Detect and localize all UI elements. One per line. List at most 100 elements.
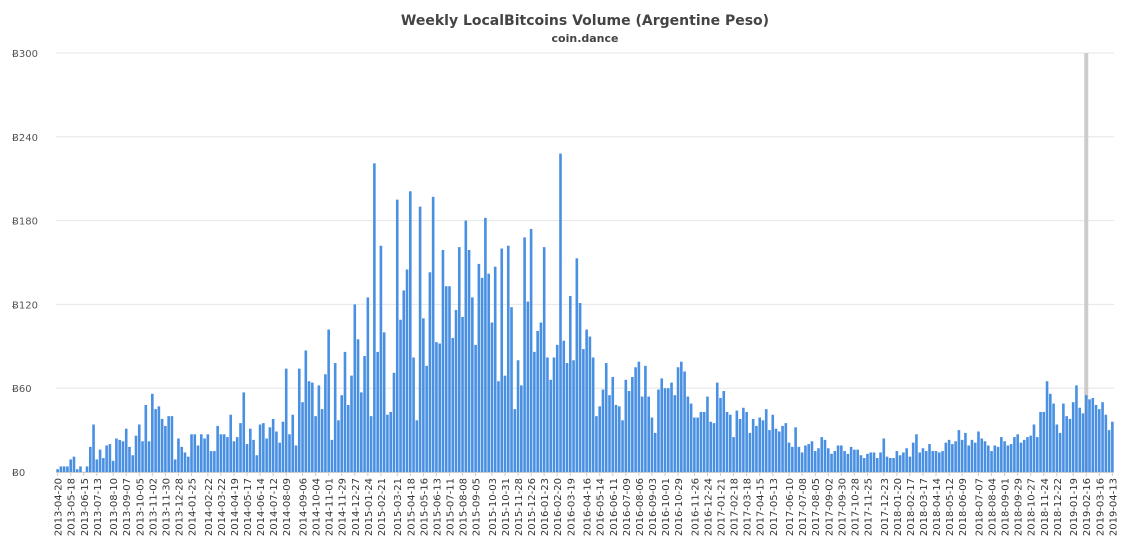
bar [128,446,131,472]
bar [428,272,432,472]
bar [771,414,775,472]
bar [497,381,500,472]
bar [245,444,249,472]
bar [92,424,95,472]
bar [967,445,970,472]
y-axis-ticks: Ƀ0 Ƀ60 Ƀ120 Ƀ180 Ƀ240 Ƀ300 [12,49,38,479]
bar [271,418,275,472]
bar [683,371,686,472]
bar [314,416,317,472]
bar [480,277,484,472]
bar [193,434,197,472]
bar [493,266,497,472]
bar [222,434,226,472]
x-tick-label: 2016-10-01 [661,478,672,536]
bar [591,357,595,472]
x-tick-label: 2015-11-28 [514,478,525,536]
bar [151,393,154,472]
bar [934,451,938,472]
bar [905,448,908,472]
bar [1111,421,1114,472]
x-tick-label: 2015-05-16 [419,478,430,536]
bar [983,441,987,472]
bar [1081,413,1085,472]
bar [712,423,716,472]
x-tick-label: 2019-01-19 [1069,478,1080,536]
bar [575,258,579,472]
bar [1107,430,1111,472]
bar [1058,432,1062,472]
bar [536,330,539,472]
bar [438,343,441,472]
x-tick-label: 2017-01-21 [717,478,728,536]
bar [500,248,504,472]
bar [911,442,915,472]
bar [751,418,755,472]
bar [977,431,980,472]
bar [833,451,837,472]
bar [650,417,654,472]
x-tick-label: 2017-11-25 [863,478,874,536]
bar [970,439,974,472]
bar [693,417,696,472]
x-tick-label: 2014-04-19 [230,478,241,536]
bar [866,453,869,472]
x-tick-label: 2015-02-21 [377,478,388,536]
bar [748,432,752,472]
bar [604,363,608,472]
bar [846,453,850,472]
bar [369,416,373,472]
bar [395,199,399,472]
bar [908,456,912,472]
bar [653,432,657,472]
bar [523,237,526,472]
bar [1006,445,1010,472]
bar [275,431,278,472]
bar [898,455,902,472]
bar [742,407,745,472]
x-tick-label: 2015-06-13 [432,478,443,536]
bar [62,466,66,472]
bar [826,448,830,472]
gridlines [56,52,1114,473]
bar [637,361,641,472]
bar [422,318,425,472]
bar [206,434,210,472]
x-tick-label: 2015-04-18 [406,478,417,536]
bar [823,439,827,472]
bar [964,432,967,472]
bar [1042,411,1046,472]
bar [200,434,203,472]
bar [1009,444,1013,472]
bar [768,430,771,472]
bar [791,446,794,472]
bar [1055,424,1059,472]
bar [1035,437,1039,472]
bar [373,163,376,472]
bar [66,466,69,472]
bar [859,455,863,472]
bar [186,456,190,472]
bar [503,375,507,472]
x-tick-label: 2017-12-23 [880,478,891,536]
x-tick-label: 2017-03-18 [743,478,754,536]
bar [235,437,239,472]
bar [735,410,739,472]
bar [1065,416,1068,472]
x-tick-label: 2015-07-11 [445,478,456,536]
x-tick-label: 2016-06-11 [609,478,620,536]
bar [268,427,272,472]
bar [376,351,379,472]
x-tick-label: 2015-10-03 [488,478,499,536]
bar [477,263,481,472]
bar [640,396,644,472]
bar [986,445,990,472]
bar [862,458,866,472]
bar [382,332,386,472]
bar [647,396,650,472]
bar [69,459,73,472]
bar [706,396,709,472]
bar [1039,411,1042,472]
x-tick-label: 2017-06-10 [785,478,796,536]
bar [1026,437,1029,472]
